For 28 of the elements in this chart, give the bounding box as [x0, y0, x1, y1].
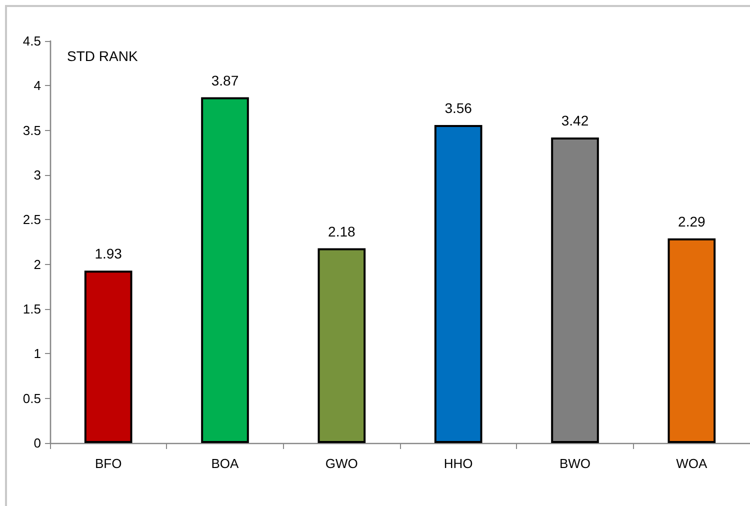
data-label: 2.29 [678, 213, 706, 230]
x-tick-label: HHO [444, 456, 473, 471]
data-label: 3.42 [561, 112, 589, 128]
y-axis-title: STD RANK [67, 48, 138, 64]
bar [201, 97, 249, 443]
data-label: 2.18 [328, 223, 356, 240]
y-tick-label: 1.5 [22, 302, 41, 316]
x-tick-label: BOA [211, 456, 240, 471]
x-tick-label: GWO [325, 456, 358, 471]
y-tick-label: 3.5 [22, 122, 41, 138]
bar [318, 248, 366, 443]
y-tick-label: 4.5 [22, 34, 41, 48]
x-tick-label: WOA [676, 456, 708, 471]
bar [84, 270, 132, 443]
data-label: 1.93 [94, 246, 122, 262]
y-tick-label: 2 [34, 256, 41, 272]
y-tick-label: 2.5 [22, 212, 41, 228]
data-label: 3.56 [444, 100, 472, 116]
y-tick-label: 1 [34, 346, 41, 362]
data-label: 3.87 [211, 72, 239, 88]
bar [434, 124, 482, 443]
y-tick-label: 0.5 [22, 390, 41, 406]
x-tick-label: BWO [559, 456, 591, 471]
bar [668, 238, 716, 443]
x-tick-label: BFO [94, 456, 122, 471]
y-tick-label: 3 [34, 168, 41, 182]
y-tick-label: 0 [34, 436, 41, 450]
y-tick-label: 4 [34, 78, 41, 94]
